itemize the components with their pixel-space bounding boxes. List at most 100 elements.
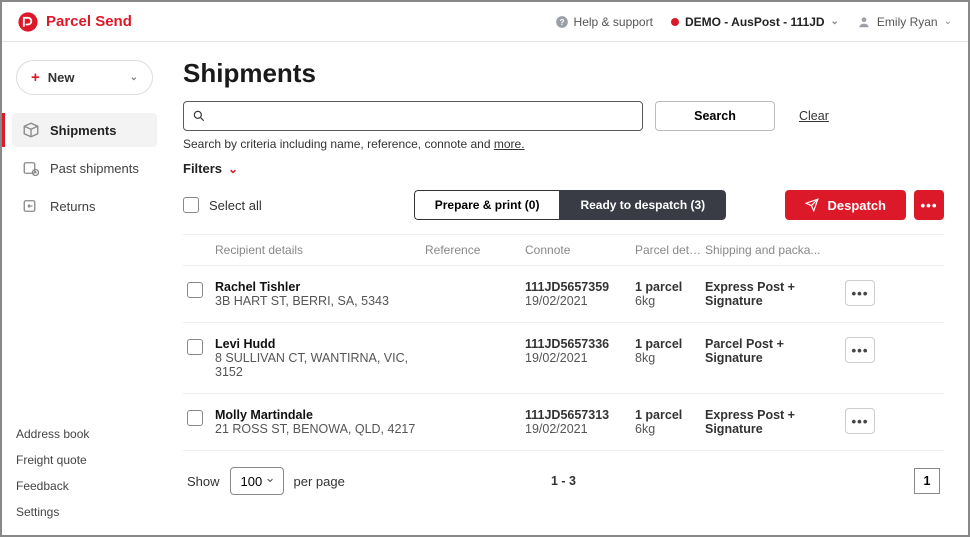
service: Express Post + Signature xyxy=(705,280,835,308)
per-page-select[interactable]: 100 xyxy=(230,467,284,495)
topbar-right: ? Help & support DEMO - AusPost - 111JD … xyxy=(555,15,952,29)
sidebar-item-label: Shipments xyxy=(50,123,116,138)
chevron-down-icon: ⌄ xyxy=(130,72,138,83)
svg-text:?: ? xyxy=(559,17,564,26)
sidebar-item-returns[interactable]: Returns xyxy=(12,189,157,223)
parcel-weight: 6kg xyxy=(635,422,705,436)
topbar: Parcel Send ? Help & support DEMO - AusP… xyxy=(2,2,968,42)
row-actions-button[interactable]: ••• xyxy=(845,337,875,363)
sidebar-link-feedback[interactable]: Feedback xyxy=(16,479,153,493)
table-body: Rachel Tishler3B HART ST, BERRI, SA, 534… xyxy=(183,266,944,451)
row-actions-button[interactable]: ••• xyxy=(845,408,875,434)
row-checkbox[interactable] xyxy=(187,410,203,426)
recipient-name: Levi Hudd xyxy=(215,337,425,351)
table-row: Levi Hudd8 SULLIVAN CT, WANTIRNA, VIC, 3… xyxy=(183,323,944,394)
recipient-name: Molly Martindale xyxy=(215,408,425,422)
sidebar-item-label: Returns xyxy=(50,199,96,214)
table-header: Recipient details Reference Connote Parc… xyxy=(183,234,944,266)
parcel-count: 1 parcel xyxy=(635,337,705,351)
despatch-button[interactable]: Despatch xyxy=(785,190,906,220)
range-label: 1 - 3 xyxy=(551,474,576,488)
table-row: Molly Martindale21 ROSS ST, BENOWA, QLD,… xyxy=(183,394,944,451)
search-input[interactable] xyxy=(214,109,634,124)
per-page-label: per page xyxy=(294,474,345,489)
search-hint: Search by criteria including name, refer… xyxy=(183,137,944,151)
col-parcel: Parcel details xyxy=(635,243,705,257)
history-icon xyxy=(22,159,40,177)
col-connote: Connote xyxy=(525,243,635,257)
chevron-down-icon: ⌄ xyxy=(228,162,238,176)
parcel-count: 1 parcel xyxy=(635,280,705,294)
recipient-address: 3B HART ST, BERRI, SA, 5343 xyxy=(215,294,425,308)
send-icon xyxy=(805,198,819,212)
connote-date: 19/02/2021 xyxy=(525,294,635,308)
tab-prepare-print[interactable]: Prepare & print (0) xyxy=(414,190,560,220)
filters-label: Filters xyxy=(183,161,222,176)
plus-icon: + xyxy=(31,69,40,86)
sidebar-link-freight-quote[interactable]: Freight quote xyxy=(16,453,153,467)
parcel-count: 1 parcel xyxy=(635,408,705,422)
status-dot-icon xyxy=(671,18,679,26)
row-actions-button[interactable]: ••• xyxy=(845,280,875,306)
col-reference: Reference xyxy=(425,243,525,257)
sidebar-item-label: Past shipments xyxy=(50,161,139,176)
col-recipient: Recipient details xyxy=(215,243,425,257)
select-all-label: Select all xyxy=(209,198,262,213)
despatch-area: Despatch ••• xyxy=(785,190,944,220)
search-box[interactable] xyxy=(183,101,643,131)
recipient-address: 21 ROSS ST, BENOWA, QLD, 4217 xyxy=(215,422,425,436)
sidebar-bottom: Address book Freight quote Feedback Sett… xyxy=(12,427,157,523)
pager: 1 xyxy=(914,468,940,494)
row-checkbox[interactable] xyxy=(187,282,203,298)
connote: 111JD5657336 xyxy=(525,337,635,351)
service: Express Post + Signature xyxy=(705,408,835,436)
page-1-button[interactable]: 1 xyxy=(914,468,940,494)
service: Parcel Post + Signature xyxy=(705,337,835,365)
row-checkbox[interactable] xyxy=(187,339,203,355)
account-switcher[interactable]: DEMO - AusPost - 111JD ⌄ xyxy=(671,15,839,29)
help-support-link[interactable]: ? Help & support xyxy=(555,15,653,29)
more-actions-button[interactable]: ••• xyxy=(914,190,944,220)
sidebar-item-past-shipments[interactable]: Past shipments xyxy=(12,151,157,185)
sidebar-link-address-book[interactable]: Address book xyxy=(16,427,153,441)
table-row: Rachel Tishler3B HART ST, BERRI, SA, 534… xyxy=(183,266,944,323)
new-label: New xyxy=(48,70,130,85)
status-segmented: Prepare & print (0) Ready to despatch (3… xyxy=(414,190,726,220)
select-all-checkbox[interactable] xyxy=(183,197,199,213)
chevron-down-icon: ⌄ xyxy=(944,16,952,27)
search-row: Search Clear xyxy=(183,101,944,131)
connote-date: 19/02/2021 xyxy=(525,351,635,365)
box-icon xyxy=(22,121,40,139)
tab-ready-despatch[interactable]: Ready to despatch (3) xyxy=(559,190,726,220)
chevron-down-icon: ⌄ xyxy=(831,16,839,27)
sidebar: + New ⌄ Shipments Past shipments Returns… xyxy=(2,42,167,535)
user-name: Emily Ryan xyxy=(877,15,938,29)
user-icon xyxy=(857,15,871,29)
connote: 111JD5657313 xyxy=(525,408,635,422)
brand-name: Parcel Send xyxy=(46,13,132,30)
demo-label: DEMO - AusPost - 111JD xyxy=(685,15,825,29)
auspost-logo-icon xyxy=(18,12,38,32)
brand: Parcel Send xyxy=(18,12,132,32)
parcel-weight: 6kg xyxy=(635,294,705,308)
more-link[interactable]: more. xyxy=(494,137,525,151)
new-button[interactable]: + New ⌄ xyxy=(16,60,153,95)
parcel-weight: 8kg xyxy=(635,351,705,365)
show-label: Show xyxy=(187,474,220,489)
user-menu[interactable]: Emily Ryan ⌄ xyxy=(857,15,952,29)
filters-toggle[interactable]: Filters ⌄ xyxy=(183,161,944,176)
clear-link[interactable]: Clear xyxy=(799,109,829,123)
select-all[interactable]: Select all xyxy=(183,197,262,213)
recipient-name: Rachel Tishler xyxy=(215,280,425,294)
page-title: Shipments xyxy=(183,58,944,89)
connote-date: 19/02/2021 xyxy=(525,422,635,436)
table-footer: Show 100 per page 1 - 3 1 xyxy=(183,451,944,495)
sidebar-item-shipments[interactable]: Shipments xyxy=(12,113,157,147)
search-button[interactable]: Search xyxy=(655,101,775,131)
col-shipping: Shipping and packa... xyxy=(705,243,835,257)
search-icon xyxy=(192,109,206,123)
return-icon xyxy=(22,197,40,215)
main: Shipments Search Clear Search by criteri… xyxy=(167,42,968,535)
sidebar-link-settings[interactable]: Settings xyxy=(16,505,153,519)
action-row: Select all Prepare & print (0) Ready to … xyxy=(183,190,944,220)
